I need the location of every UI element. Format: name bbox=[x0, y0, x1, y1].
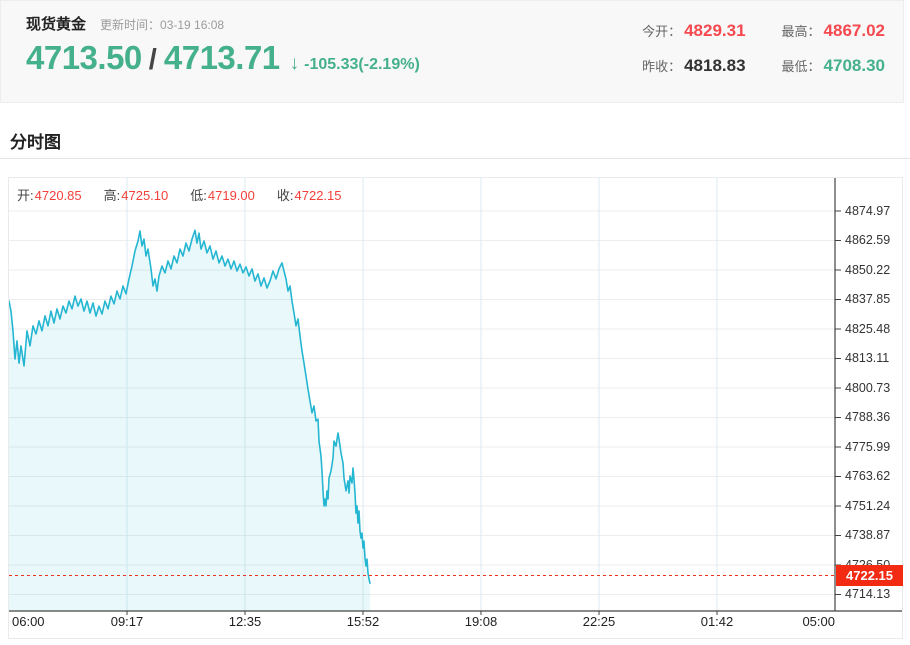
bid-price: 4713.50 bbox=[26, 39, 142, 76]
y-axis-label: 4850.22 bbox=[845, 262, 891, 277]
ohlc-close: 收: 4722.15 bbox=[276, 188, 342, 203]
y-axis-label: 4763.62 bbox=[845, 469, 891, 483]
update-time: 更新时间：03-19 16:08 bbox=[100, 18, 225, 32]
quote-card: 现货黄金 更新时间：03-19 16:08 4713.50 / 4713.71 … bbox=[0, 0, 904, 103]
instrument-name: 现货黄金 bbox=[26, 16, 87, 33]
y-axis-label: 4813.11 bbox=[845, 351, 890, 365]
ohlc-low: 低: 4719.00 bbox=[190, 188, 255, 203]
stat-open: 今开： 4829.31 bbox=[642, 21, 746, 40]
y-axis-label: 4788.36 bbox=[845, 410, 891, 424]
y-axis-label: 4751.24 bbox=[845, 498, 891, 513]
x-axis-label: 06:00 bbox=[12, 614, 45, 629]
ask-price: 4713.71 bbox=[163, 39, 280, 76]
last-price-badge: 4722.15 bbox=[836, 564, 903, 586]
down-arrow-icon: ↓ bbox=[289, 53, 300, 74]
y-axis-label: 4862.59 bbox=[845, 233, 891, 247]
stat-low: 最低： 4708.30 bbox=[781, 56, 885, 75]
y-axis-label: 4714.13 bbox=[845, 587, 891, 601]
stat-prev-close: 昨收： 4818.83 bbox=[642, 56, 746, 75]
x-axis-label: 22:25 bbox=[582, 614, 616, 629]
x-axis-label: 01:42 bbox=[700, 614, 734, 629]
x-axis-label: 05:00 bbox=[802, 614, 835, 629]
chart-plot-area[interactable] bbox=[9, 178, 902, 638]
x-axis-label: 19:08 bbox=[464, 614, 498, 629]
ohlc-open: 开: 4720.85 bbox=[17, 188, 82, 203]
y-axis-label: 4800.73 bbox=[845, 380, 891, 395]
price-separator: / bbox=[148, 44, 157, 76]
x-axis-label: 09:17 bbox=[110, 614, 144, 629]
intraday-chart[interactable]: 开: 4720.85 高: 4725.10 低: 4719.00 收: 4722… bbox=[8, 177, 903, 639]
quote-stats: 今开： 4829.31 最高： 4867.02 昨收： 4818.83 最低： … bbox=[642, 21, 885, 102]
y-axis-label: 4825.48 bbox=[845, 321, 891, 336]
section-title: 分时图 bbox=[10, 133, 61, 152]
stat-high: 最高： 4867.02 bbox=[781, 21, 885, 40]
ohlc-high: 高: 4725.10 bbox=[103, 188, 169, 203]
x-axis-label: 15:52 bbox=[346, 614, 380, 629]
x-axis-label: 12:35 bbox=[228, 614, 262, 629]
y-axis-label: 4874.97 bbox=[845, 203, 891, 218]
price-change: -105.33(-2.19%) bbox=[304, 56, 420, 73]
quote-left-block: 现货黄金 更新时间：03-19 16:08 4713.50 / 4713.71 … bbox=[26, 13, 420, 102]
y-axis-label: 4738.87 bbox=[845, 528, 891, 542]
y-axis-label: 4775.99 bbox=[845, 439, 891, 454]
y-axis-label: 4837.85 bbox=[845, 292, 891, 306]
ohlc-row: 开: 4720.85 高: 4725.10 低: 4719.00 收: 4722… bbox=[17, 185, 342, 204]
section-divider bbox=[0, 158, 910, 159]
